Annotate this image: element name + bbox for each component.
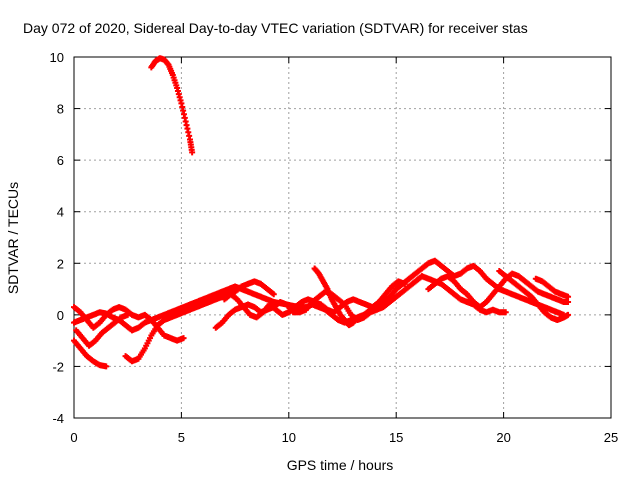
x-tick-label: 15 [389,430,403,445]
y-tick-label: 0 [57,308,64,323]
data-point [502,309,509,316]
y-axis-label: SDTVAR / TECUs [5,182,21,294]
data-point [270,291,277,298]
series-arc-d [73,311,131,349]
plot-frame [73,56,612,419]
y-tick-label: -4 [52,411,64,426]
x-tick-label: 0 [70,430,77,445]
x-tick-label: 25 [604,430,618,445]
data-point [565,293,572,300]
grid [74,57,611,418]
series-arc-high [148,55,196,156]
y-tick-label: 8 [57,102,64,117]
series-arc-c [71,337,110,370]
y-tick-label: 6 [57,153,64,168]
y-tick-label: -2 [52,359,64,374]
data-point [189,149,196,156]
x-tick-label: 5 [178,430,185,445]
data-point [180,335,187,342]
y-tick-label: 4 [57,205,64,220]
axis-ticks: 0 5 10 15 20 25 -4 -2 0 2 4 6 8 10 [50,50,619,445]
data-point [565,298,572,305]
data-point [565,311,572,318]
x-tick-label: 10 [282,430,296,445]
series-arc-e [122,278,277,365]
data-points [71,55,572,370]
series-arc-j [496,268,572,324]
x-tick-label: 20 [496,430,510,445]
data-point [103,363,110,370]
y-tick-label: 10 [50,50,64,65]
y-tick-label: 2 [57,256,64,271]
series-arc-h [311,257,567,329]
series-arc-k [532,275,572,300]
data-point [124,311,131,318]
x-axis-label: GPS time / hours [287,457,394,473]
chart-title: Day 072 of 2020, Sidereal Day-to-day VTE… [23,20,528,36]
